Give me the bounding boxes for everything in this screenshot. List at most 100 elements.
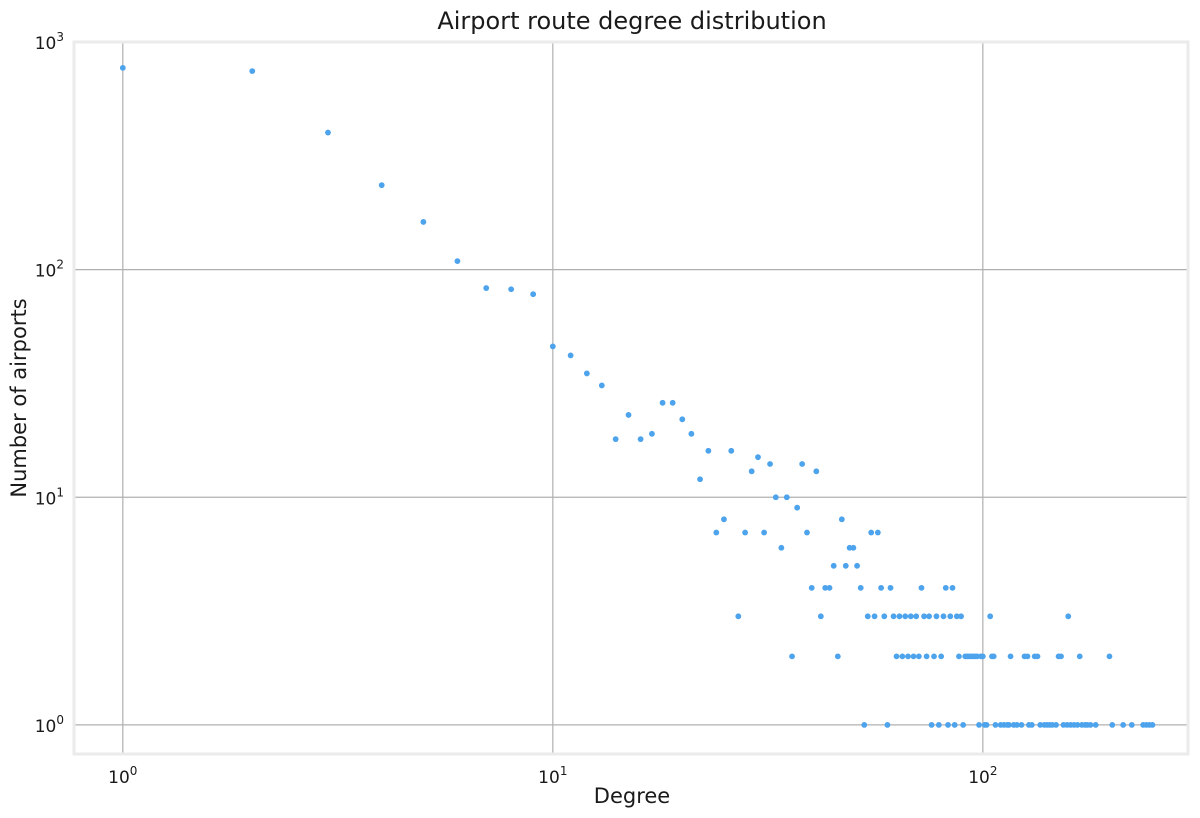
data-point <box>834 653 841 660</box>
y-tick-label: 102 <box>35 258 64 282</box>
data-point <box>826 584 833 591</box>
data-point <box>933 613 940 620</box>
data-point <box>830 562 837 569</box>
data-point <box>990 653 997 660</box>
data-point <box>902 613 909 620</box>
data-point <box>119 64 126 71</box>
data-point <box>893 653 900 660</box>
data-point <box>935 721 942 728</box>
data-point <box>625 412 632 418</box>
data-point <box>915 653 922 660</box>
data-point <box>742 529 749 536</box>
data-point <box>549 343 556 350</box>
data-point <box>861 721 868 728</box>
data-point <box>679 416 686 423</box>
data-point <box>918 584 925 591</box>
data-point <box>1058 653 1064 660</box>
data-point <box>940 613 947 620</box>
plot-frame <box>72 40 1190 756</box>
data-point <box>854 562 860 569</box>
data-point <box>583 370 590 377</box>
data-point <box>1028 721 1035 728</box>
data-point <box>947 613 954 620</box>
data-point <box>881 613 888 620</box>
data-point <box>887 584 894 591</box>
data-point <box>1053 721 1059 728</box>
data-point <box>1109 721 1116 728</box>
data-point <box>325 129 331 136</box>
data-point <box>688 430 695 437</box>
data-point <box>1128 721 1135 728</box>
data-point <box>871 613 878 620</box>
data-point <box>1087 721 1094 728</box>
chart-title: Airport route degree distribution <box>437 7 826 35</box>
data-point <box>1007 653 1014 660</box>
data-point <box>884 721 891 728</box>
data-point <box>767 461 773 467</box>
y-tick-label: 103 <box>35 30 64 54</box>
data-point <box>817 613 824 620</box>
data-point <box>926 613 933 620</box>
data-point <box>508 286 515 293</box>
data-point <box>857 584 864 591</box>
data-point <box>249 68 256 75</box>
data-point <box>804 529 810 536</box>
data-point <box>878 584 885 591</box>
data-point <box>799 461 806 467</box>
data-point <box>956 653 962 660</box>
data-point <box>1024 653 1031 660</box>
data-point <box>958 613 964 620</box>
x-axis-label: Degree <box>594 784 670 808</box>
data-point <box>530 291 537 298</box>
data-point <box>772 494 779 501</box>
data-point <box>721 516 727 523</box>
data-point <box>928 721 935 728</box>
data-point <box>1076 653 1083 660</box>
data-point <box>1106 653 1113 660</box>
data-point <box>850 544 857 551</box>
data-point <box>949 584 956 591</box>
data-point <box>755 454 761 461</box>
data-point <box>907 613 914 620</box>
data-point <box>874 529 881 536</box>
y-tick-label: 101 <box>35 485 64 509</box>
data-point <box>987 613 994 620</box>
data-point <box>951 721 958 728</box>
data-point <box>896 613 903 620</box>
data-point <box>612 436 619 443</box>
data-point <box>748 468 755 475</box>
data-point <box>567 352 574 359</box>
data-point <box>808 584 815 591</box>
data-point <box>864 613 871 620</box>
data-point <box>921 613 927 620</box>
data-point <box>813 468 820 475</box>
data-point <box>483 285 490 291</box>
data-point <box>728 447 735 454</box>
data-point <box>983 721 990 728</box>
x-tick-labels: 100 101 102 <box>108 764 997 788</box>
data-point <box>1065 613 1072 620</box>
data-point <box>913 613 920 620</box>
data-point <box>713 529 720 536</box>
data-point <box>705 447 712 454</box>
data-point <box>1006 721 1012 728</box>
data-point <box>420 219 427 225</box>
data-point <box>910 653 917 660</box>
data-point <box>1149 721 1156 728</box>
x-tick-label: 102 <box>968 764 997 788</box>
data-point <box>637 436 644 443</box>
data-point <box>1092 721 1099 728</box>
data-point <box>783 494 790 501</box>
data-point <box>454 258 461 265</box>
data-point <box>649 430 655 437</box>
data-point <box>942 584 949 591</box>
data-point <box>953 613 960 620</box>
x-tick-label: 101 <box>538 764 567 788</box>
y-axis-label: Number of airports <box>7 298 31 497</box>
data-point <box>931 653 937 660</box>
data-point <box>890 613 897 620</box>
data-point <box>976 721 982 728</box>
data-point <box>735 613 742 620</box>
data-point <box>905 653 911 660</box>
data-point <box>899 653 906 660</box>
